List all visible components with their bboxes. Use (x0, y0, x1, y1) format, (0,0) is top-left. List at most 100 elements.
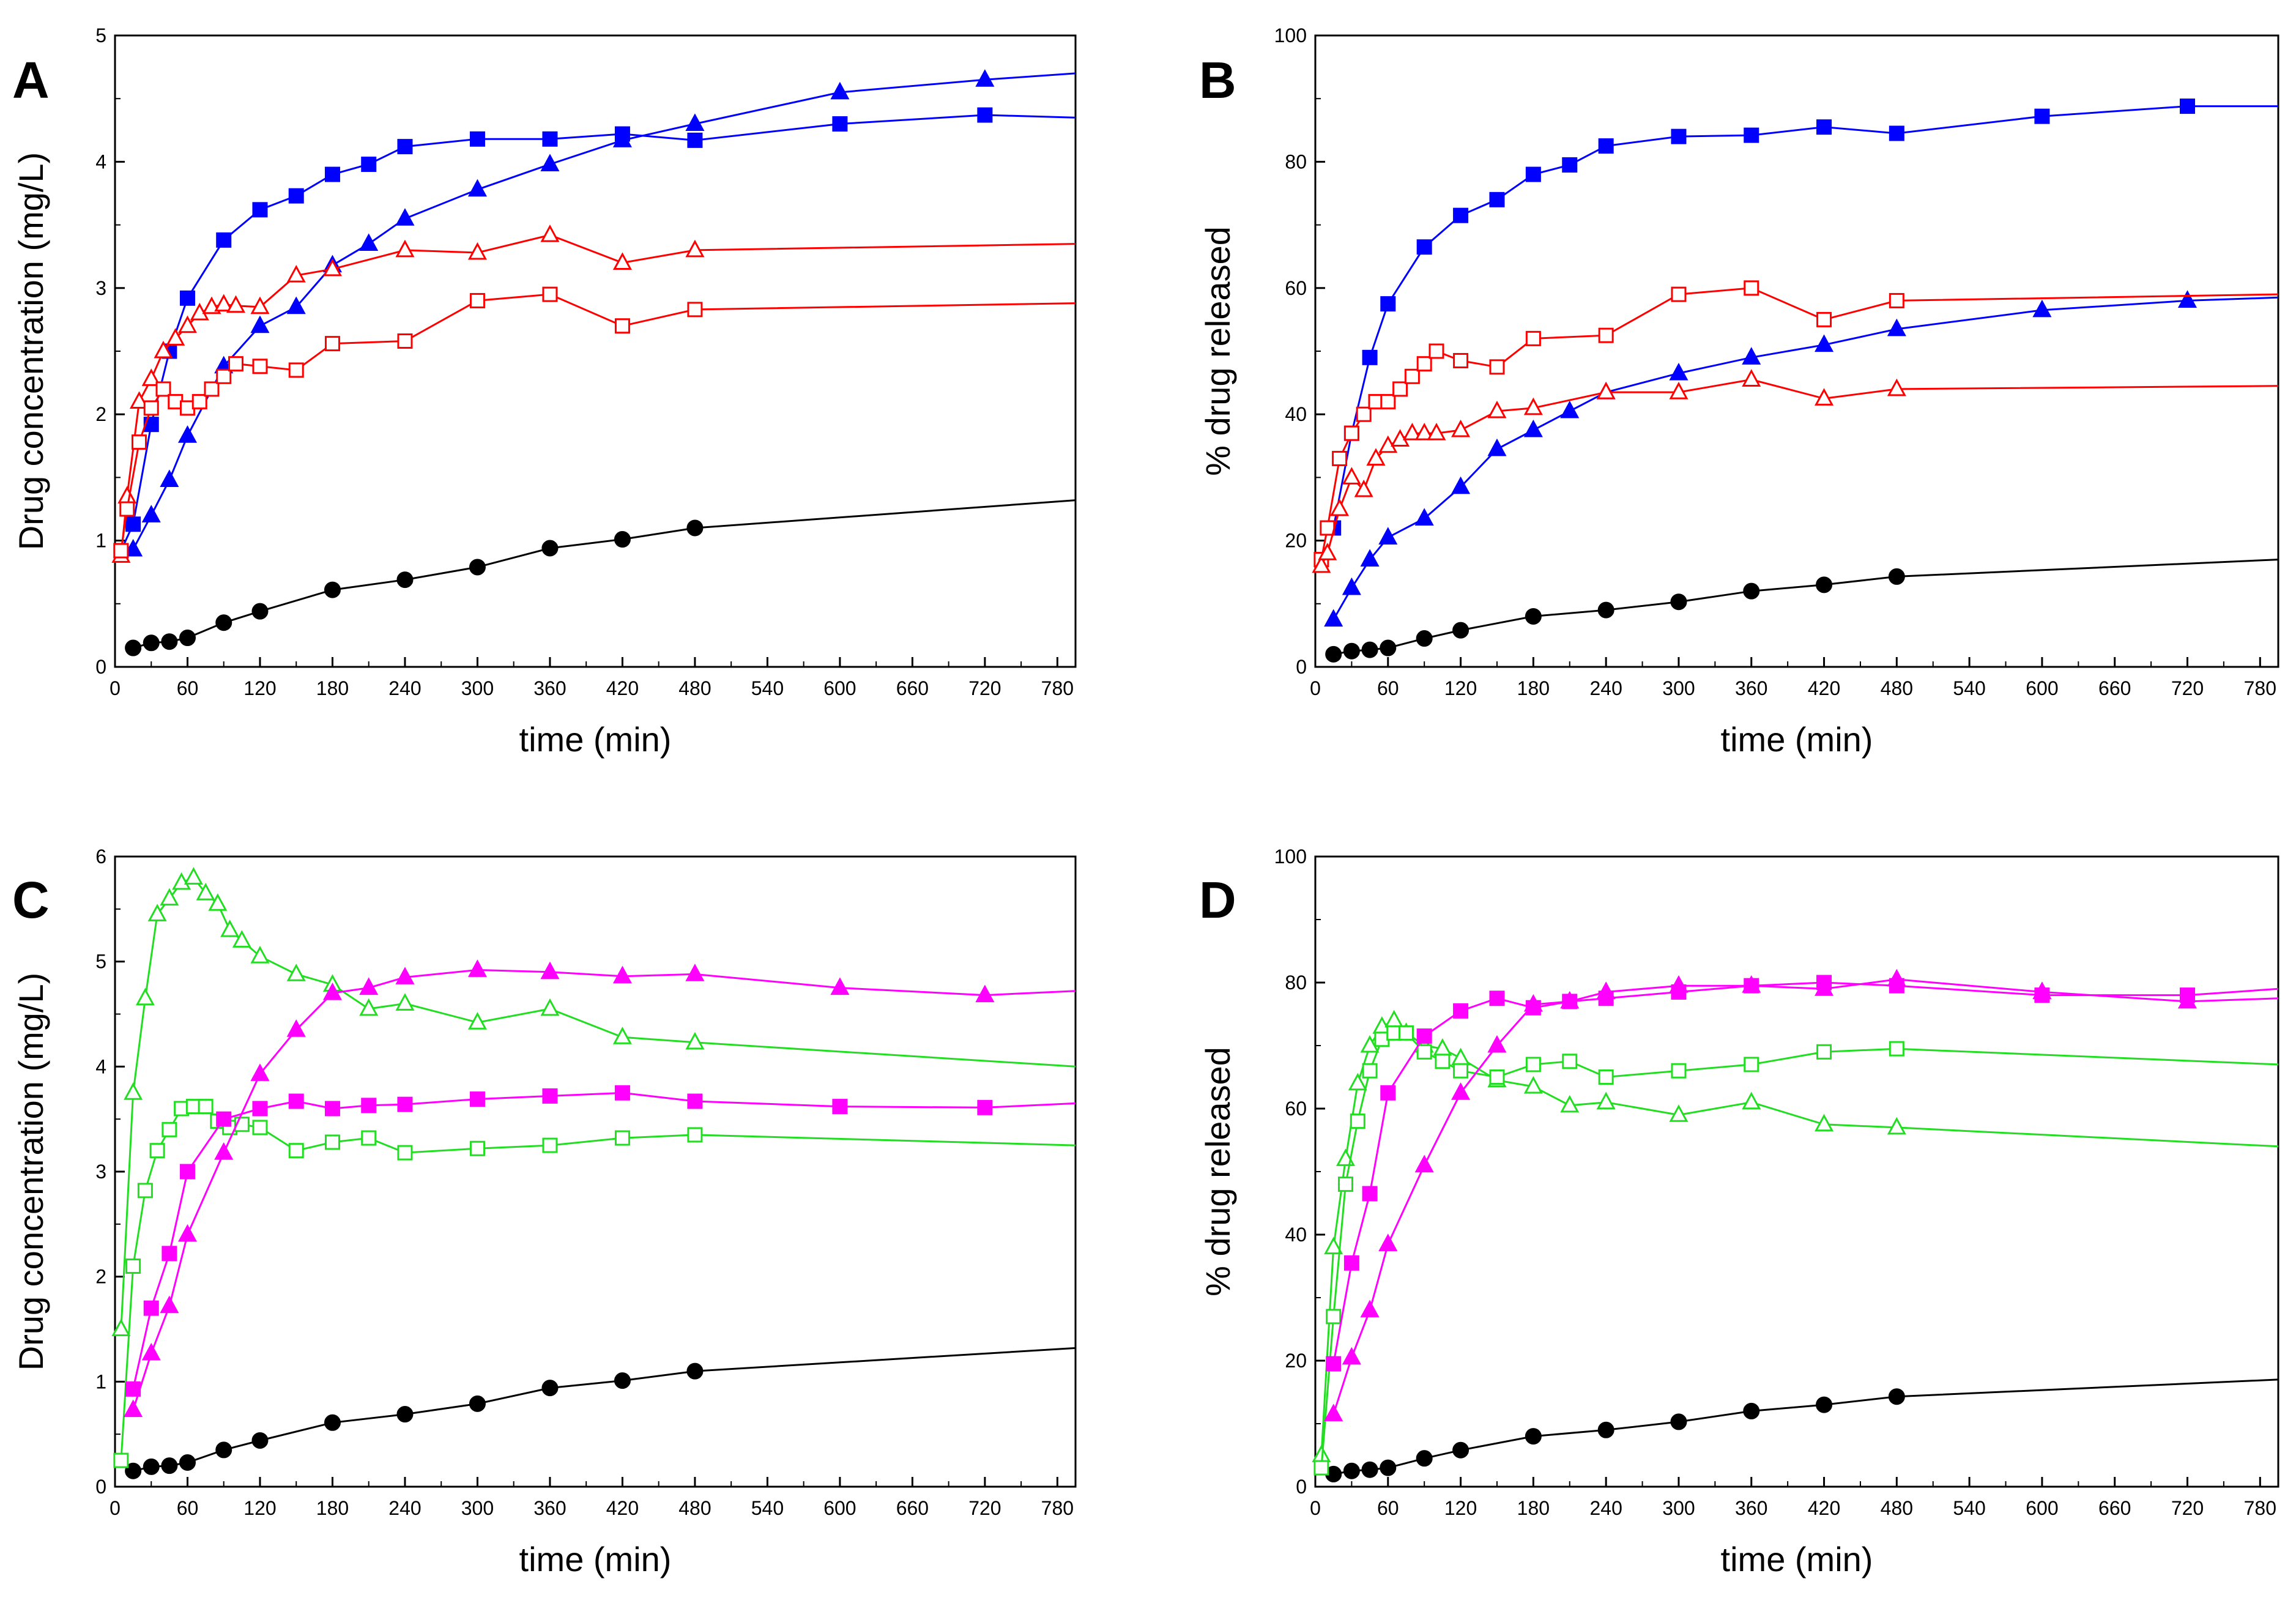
data-point (1487, 438, 1507, 456)
data-point (160, 1295, 179, 1314)
series-line (1333, 559, 2279, 655)
data-point (141, 368, 161, 386)
data-point (1453, 207, 1469, 223)
data-point (1360, 549, 1380, 567)
data-point (541, 1380, 559, 1397)
data-point (1414, 1154, 1434, 1173)
data-point (396, 571, 414, 589)
data-point (216, 1111, 232, 1127)
data-point (1384, 1009, 1404, 1028)
data-point (1343, 1462, 1360, 1479)
series-line (1333, 1378, 2279, 1475)
data-point (1669, 362, 1689, 381)
x-tick-label: 360 (533, 1497, 566, 1519)
data-point (1523, 994, 1543, 1012)
data-point (1362, 1063, 1378, 1079)
series-line (1332, 981, 2279, 1364)
data-point (286, 964, 306, 981)
panel-B: B0 60 120 180 240 300 360 420 480 540 600 660 720 780… (1198, 24, 2279, 759)
data-point (1596, 381, 1616, 400)
data-point (395, 239, 415, 258)
x-tick-label: 660 (896, 1497, 929, 1519)
x-tick-label: 0 (1310, 1497, 1321, 1519)
data-point (1402, 423, 1422, 441)
data-point (1489, 191, 1505, 207)
data-point (2032, 299, 2052, 318)
data-point (324, 581, 341, 598)
data-point (1598, 1069, 1614, 1085)
data-point (1887, 318, 1906, 336)
data-point (1451, 476, 1471, 494)
data-point (117, 486, 137, 504)
data-point (198, 1099, 214, 1115)
data-point (1671, 128, 1687, 144)
data-point (1453, 352, 1469, 368)
y-tick-label: 20 (1285, 1350, 1307, 1372)
data-point (977, 107, 993, 123)
data-point (541, 540, 559, 557)
data-point (250, 315, 270, 333)
y-tick-label: 3 (95, 1161, 106, 1183)
data-point (1523, 1076, 1543, 1094)
series-magenta-filled-triangle (1324, 968, 2279, 1422)
data-point (1598, 138, 1614, 154)
x-tick-label: 240 (388, 677, 421, 699)
data-point (1816, 1044, 1832, 1060)
data-point (1743, 582, 1760, 600)
data-point (1562, 1054, 1578, 1069)
data-point (1326, 1309, 1342, 1325)
data-point (1416, 239, 1432, 255)
data-point (324, 336, 340, 352)
data-point (1362, 1186, 1378, 1202)
data-point (179, 1164, 195, 1180)
y-tick-label: 20 (1285, 530, 1307, 552)
series-black-filled-circle (125, 499, 1076, 656)
data-point (1380, 639, 1397, 656)
panel-letter: C (12, 871, 50, 929)
y-tick-label: 0 (95, 656, 106, 678)
y-tick-label: 1 (95, 1370, 106, 1392)
data-point (1350, 1113, 1365, 1129)
data-point (1332, 450, 1348, 466)
data-point (252, 202, 268, 218)
data-point (252, 1101, 268, 1117)
data-point (612, 965, 632, 984)
x-tick-label: 60 (1377, 677, 1399, 699)
data-point (119, 501, 135, 517)
x-tick-label: 480 (1881, 677, 1913, 699)
data-point (1889, 1041, 1904, 1057)
data-point (204, 381, 220, 397)
data-point (1360, 1299, 1380, 1318)
x-tick-label: 120 (243, 677, 276, 699)
data-point (1330, 498, 1350, 516)
series-line (133, 1347, 1076, 1472)
data-point (251, 1432, 269, 1449)
data-point (1380, 296, 1396, 312)
data-point (179, 290, 195, 306)
y-axis-title: Drug concentration (mg/L) (12, 973, 50, 1371)
data-point (1743, 1402, 1760, 1419)
data-point (1489, 991, 1505, 1006)
data-point (1815, 388, 1834, 406)
x-tick-label: 240 (388, 1497, 421, 1519)
data-point (161, 633, 178, 650)
data-point (179, 630, 196, 647)
x-tick-label: 300 (1662, 677, 1695, 699)
data-point (1324, 1403, 1343, 1422)
data-point (1324, 609, 1343, 627)
data-point (125, 1462, 142, 1479)
data-point (1670, 593, 1687, 611)
data-point (830, 977, 850, 995)
data-point (1489, 1069, 1505, 1085)
x-tick-label: 720 (968, 1497, 1001, 1519)
data-point (542, 131, 558, 147)
data-point (143, 400, 159, 416)
data-point (2177, 290, 2198, 308)
data-point (1337, 1177, 1353, 1192)
data-point (228, 356, 243, 372)
data-point (361, 1098, 377, 1113)
data-point (1597, 601, 1614, 619)
x-tick-label: 180 (316, 1497, 349, 1519)
y-tick-label: 0 (1296, 1476, 1307, 1498)
panel-letter: D (1199, 871, 1236, 929)
